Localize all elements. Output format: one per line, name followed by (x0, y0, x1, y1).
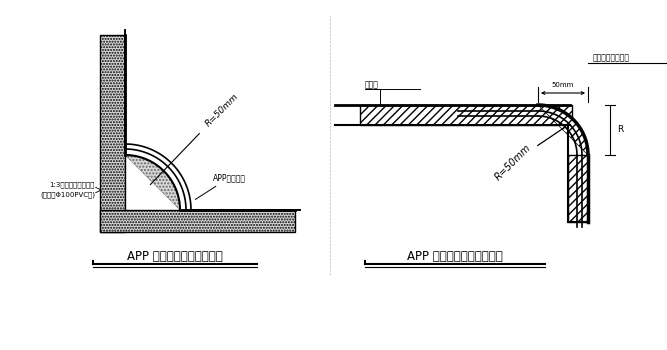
Text: R=50mm: R=50mm (150, 92, 240, 185)
Text: 1:3水泥砂浆压实抹灰
(用直径Φ100PVC管): 1:3水泥砂浆压实抹灰 (用直径Φ100PVC管) (40, 182, 95, 198)
Text: APP 防水卷材基层阴角半径: APP 防水卷材基层阴角半径 (127, 251, 223, 264)
Text: R=50mm: R=50mm (493, 127, 566, 182)
Bar (100, 210, 295, 232)
Text: 此部分分用砂浆抹: 此部分分用砂浆抹 (593, 53, 630, 62)
Text: APP防水卷材: APP防水卷材 (195, 173, 246, 200)
Polygon shape (125, 155, 180, 210)
Text: 50mm: 50mm (552, 82, 574, 88)
Text: R: R (617, 126, 623, 134)
Bar (100, 35, 125, 232)
Text: 防水层: 防水层 (365, 80, 379, 89)
Polygon shape (538, 105, 588, 155)
Bar (568, 155, 588, 222)
Text: APP 防水卷材基层阳角半径: APP 防水卷材基层阳角半径 (407, 251, 503, 264)
Bar (360, 105, 572, 125)
